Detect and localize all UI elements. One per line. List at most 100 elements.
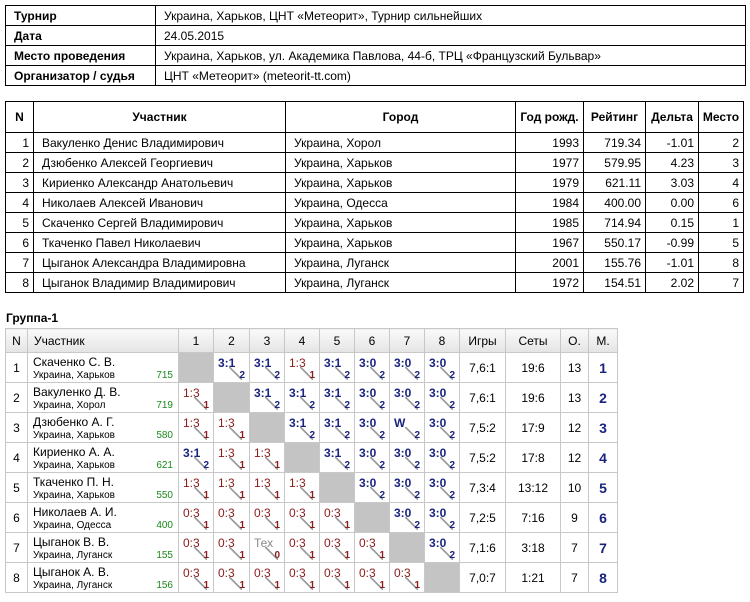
slash: [440, 547, 453, 560]
slash: [440, 487, 453, 500]
slash: [300, 487, 313, 500]
cell: Украина, Харьков: [285, 232, 516, 253]
match-score: 1:3: [218, 446, 235, 460]
match-score: 3:1: [254, 356, 272, 370]
slash: [265, 457, 278, 470]
info-value: Украина, Харьков, ЦНТ «Метеорит», Турнир…: [155, 5, 746, 26]
slash: [194, 487, 207, 500]
cell: -0.99: [645, 232, 699, 253]
participant-row: 8 Цыганок Владимир Владимирович Украина, Л…: [5, 272, 744, 293]
cell: 1993: [515, 132, 584, 153]
player-cell: Ткаченко П. Н. Украина, Харьков 550: [27, 472, 179, 503]
result-cell: 1:3 1: [284, 472, 320, 503]
player-city: Украина, Харьков: [33, 430, 115, 441]
slash: [335, 427, 348, 440]
column-header: Дельта: [645, 101, 699, 133]
player-rating: 580: [156, 430, 173, 441]
result-cell: 1:3 1: [213, 472, 250, 503]
match-score: 1:3: [289, 356, 306, 370]
participant-row: 2 Дзюбенко Алексей Георгиевич Украина, Хар…: [5, 152, 744, 173]
match-score: 0:3: [324, 566, 341, 580]
player-cell: Цыганок В. В. Украина, Луганск 155: [27, 532, 179, 563]
diagonal-cell: [178, 352, 214, 383]
cell: Вакуленко Денис Владимирович: [33, 132, 286, 153]
slash: [265, 577, 278, 590]
match-score: 3:1: [218, 356, 236, 370]
match-points: 2: [414, 460, 420, 471]
slash: [229, 577, 242, 590]
match-score: 3:0: [359, 356, 377, 370]
group-row: 3 Дзюбенко А. Г. Украина, Харьков 580 1:3 1 1:…: [5, 412, 618, 443]
place: 1: [588, 352, 618, 383]
result-cell: 3:1 2: [178, 442, 214, 473]
match-score: 3:0: [394, 506, 412, 520]
match-score: 0:3: [183, 506, 200, 520]
match-score: 0:3: [289, 536, 306, 550]
match-score: 1:3: [183, 476, 200, 490]
group-row: 4 Кириенко А. А. Украина, Харьков 621 3:1 2 1:…: [5, 442, 618, 473]
result-cell: 0:3 1: [319, 502, 355, 533]
cell: Скаченко Сергей Владимирович: [33, 212, 286, 233]
slash: [265, 487, 278, 500]
slash: [194, 517, 207, 530]
place: 8: [588, 562, 618, 593]
player-cell: Дзюбенко А. Г. Украина, Харьков 580: [27, 412, 179, 443]
player-city: Украина, Хорол: [33, 400, 106, 411]
cell: 8: [698, 252, 744, 273]
result-cell: 3:1 2: [213, 352, 250, 383]
points: 12: [560, 442, 589, 473]
match-points: 1: [274, 490, 280, 501]
match-score: 3:1: [324, 416, 342, 430]
cell: 714.94: [583, 212, 646, 233]
games: 7,6:1: [459, 352, 506, 383]
column-header: Участник: [27, 328, 179, 353]
result-cell: 3:1 2: [319, 382, 355, 413]
match-score: 1:3: [289, 476, 306, 490]
group-row: 7 Цыганок В. В. Украина, Луганск 155 0:3 1 0:3…: [5, 532, 618, 563]
slash: [335, 517, 348, 530]
row-number: 3: [5, 412, 28, 443]
games: 7,5:2: [459, 442, 506, 473]
result-cell: 3:0 2: [389, 472, 425, 503]
player-city: Украина, Одесса: [33, 520, 112, 531]
match-score: 3:1: [289, 416, 307, 430]
match-points: 2: [449, 400, 455, 411]
match-score: 1:3: [183, 416, 200, 430]
info-row: Место проведения Украина, Харьков, ул. Ак…: [5, 45, 746, 66]
player-city: Украина, Харьков: [33, 490, 115, 501]
result-cell: 3:1 2: [284, 412, 320, 443]
row-number: 2: [5, 382, 28, 413]
cell: 5: [698, 232, 744, 253]
match-points: 1: [309, 370, 315, 381]
result-cell: 0:3 1: [249, 502, 285, 533]
points: 9: [560, 502, 589, 533]
column-header: 4: [284, 328, 320, 353]
match-points: 2: [379, 430, 385, 441]
match-points: 2: [449, 490, 455, 501]
match-points: 1: [203, 550, 209, 561]
result-cell: 0:3 1: [213, 562, 250, 593]
cell: 3: [5, 172, 34, 193]
match-score: 0:3: [183, 566, 200, 580]
result-cell: 3:0 2: [424, 532, 460, 563]
player-cell: Николаев А. И. Украина, Одесса 400: [27, 502, 179, 533]
match-score: 3:0: [429, 506, 447, 520]
cell: Цыганок Владимир Владимирович: [33, 272, 286, 293]
slash: [229, 547, 242, 560]
slash: [229, 427, 242, 440]
result-cell: 0:3 1: [319, 562, 355, 593]
points: 13: [560, 352, 589, 383]
sets: 13:12: [505, 472, 561, 503]
row-number: 8: [5, 562, 28, 593]
match-score: 3:1: [289, 386, 307, 400]
slash: [440, 517, 453, 530]
slash: [405, 517, 418, 530]
result-cell: 3:0 2: [424, 382, 460, 413]
match-points: 2: [449, 370, 455, 381]
result-cell: 3:0 2: [354, 472, 390, 503]
player-rating: 715: [156, 370, 173, 381]
result-cell: 3:1 2: [284, 382, 320, 413]
cell: 4: [698, 172, 744, 193]
group-row: 8 Цыганок А. В. Украина, Луганск 156 0:3 1 0:3…: [5, 562, 618, 593]
group-title: Группа-1: [6, 311, 59, 325]
